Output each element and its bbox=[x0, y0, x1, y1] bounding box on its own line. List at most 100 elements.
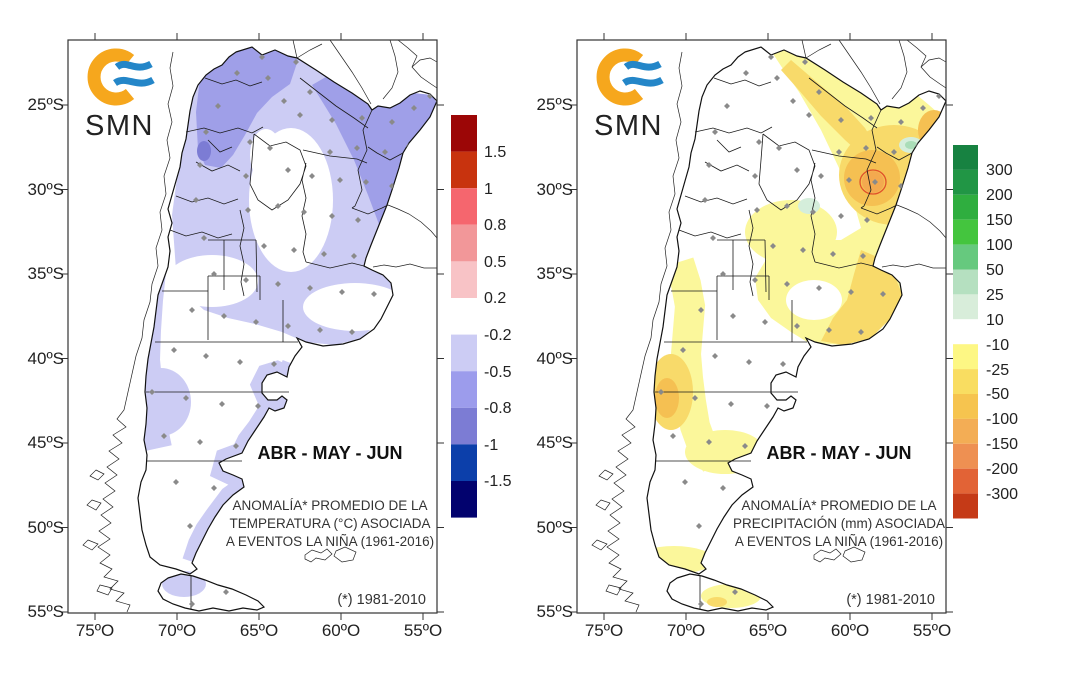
latitude-labels: 25ºS 30ºS 35ºS 40ºS 45ºS 50ºS 55ºS bbox=[537, 95, 573, 621]
precip-anomaly-regions bbox=[647, 47, 946, 608]
panel-precipitation: 25ºS 30ºS 35ºS 40ºS 45ºS 50ºS 55ºS 75ºO … bbox=[537, 32, 1018, 640]
temp-region-dark-spot bbox=[197, 141, 211, 161]
panel-temperature: 25ºS 30ºS 35ºS 40ºS 45ºS 50ºS 55ºS 75ºO … bbox=[28, 32, 512, 640]
caption-line: A EVENTOS LA NIÑA (1961-2016) bbox=[735, 534, 943, 549]
precip-neutral-hole bbox=[786, 280, 842, 320]
smn-logo-text: SMN bbox=[594, 110, 663, 142]
lon-label: 65ºO bbox=[240, 621, 278, 640]
precip-region-medium-band bbox=[781, 60, 877, 158]
longitude-labels: 75ºO 70ºO 65ºO 60ºO 55ºO bbox=[76, 621, 442, 640]
colorbar-segment bbox=[953, 468, 978, 494]
colorbar-tick-label: -100 bbox=[986, 411, 1018, 428]
colorbar-tick-label: -0.5 bbox=[484, 364, 512, 381]
precip-region-light-chubut bbox=[685, 430, 765, 474]
precip-region-light-cordoba bbox=[745, 200, 837, 264]
temp-neutral-hole bbox=[250, 129, 282, 181]
lat-label: 25ºS bbox=[28, 95, 64, 114]
colorbar-tick-label: 300 bbox=[986, 162, 1013, 179]
colorbar-tick-label: 0.8 bbox=[484, 217, 506, 234]
lon-label: 55ºO bbox=[913, 621, 951, 640]
temp-neutral-hole bbox=[303, 283, 407, 331]
colorbar-segment bbox=[451, 407, 477, 445]
map-caption: ANOMALÍA* PROMEDIO DE LA TEMPERATURA (°C… bbox=[226, 498, 434, 549]
colorbar-tick-label: -0.8 bbox=[484, 400, 512, 417]
smn-logo-circle bbox=[87, 48, 135, 106]
temp-anomaly-regions bbox=[138, 47, 437, 597]
smn-logo-wave-icon bbox=[114, 60, 153, 71]
colorbar-tick-label: -1 bbox=[484, 437, 498, 454]
colorbar-segment bbox=[451, 444, 477, 481]
colorbar-tick-label: 0.2 bbox=[484, 290, 506, 307]
precip-region-strong-misiones bbox=[918, 110, 946, 150]
lat-label: 50ºS bbox=[28, 518, 64, 537]
colorbar-segment bbox=[451, 224, 477, 262]
season-label: ABR - MAY - JUN bbox=[257, 443, 402, 463]
colorbar-segment bbox=[953, 493, 978, 519]
colorbar-tick-label: 25 bbox=[986, 287, 1004, 304]
longitude-labels: 75ºO 70ºO 65ºO 60ºO 55ºO bbox=[585, 621, 951, 640]
temp-neutral-hole bbox=[166, 255, 258, 307]
colorbar-tick-label: 50 bbox=[986, 262, 1004, 279]
colorbar-segment bbox=[451, 298, 477, 335]
colorbar-tick-label: 200 bbox=[986, 187, 1013, 204]
smn-logo: SMN bbox=[85, 48, 155, 142]
smn-logo-circle bbox=[596, 48, 644, 106]
precip-region-strong-wpatagonia bbox=[655, 378, 679, 418]
colorbar-tick-label: -150 bbox=[986, 436, 1018, 453]
temp-region-light-coast bbox=[182, 360, 304, 566]
colorbar-tick-label: 150 bbox=[986, 212, 1013, 229]
precip-region-green-santiago bbox=[798, 198, 820, 214]
colorbar-tick-label: -10 bbox=[986, 337, 1009, 354]
colorbar-segment bbox=[953, 244, 978, 270]
lat-label: 50ºS bbox=[537, 518, 573, 537]
colorbar-segment bbox=[451, 188, 477, 225]
smn-logo-wave-icon bbox=[623, 60, 662, 71]
colorbar-tick-label: -25 bbox=[986, 362, 1009, 379]
caption-line: ANOMALÍA* PROMEDIO DE LA bbox=[232, 498, 427, 513]
colorbar-tick-label: 100 bbox=[986, 237, 1013, 254]
colorbar-tick-label: 1.5 bbox=[484, 144, 506, 161]
smn-logo-wave-icon bbox=[113, 76, 155, 87]
colorbar-segment bbox=[953, 219, 978, 245]
caption-line: PRECIPITACIÓN (mm) ASOCIADA bbox=[733, 516, 945, 531]
smn-logo: SMN bbox=[594, 48, 664, 142]
lat-label: 40ºS bbox=[28, 349, 64, 368]
caption-line: A EVENTOS LA NIÑA (1961-2016) bbox=[226, 534, 434, 549]
colorbar-segment bbox=[953, 344, 978, 370]
lat-label: 35ºS bbox=[28, 264, 64, 283]
colorbar-segment bbox=[953, 394, 978, 419]
colorbar-tick-label: -1.5 bbox=[484, 473, 512, 490]
lat-label: 55ºS bbox=[537, 602, 573, 621]
lon-label: 70ºO bbox=[667, 621, 705, 640]
lat-label: 30ºS bbox=[537, 180, 573, 199]
lat-label: 55ºS bbox=[28, 602, 64, 621]
colorbar-segment bbox=[451, 115, 477, 152]
colorbar-segment bbox=[953, 418, 978, 444]
colorbar-segment bbox=[451, 481, 477, 518]
lat-label: 45ºS bbox=[537, 433, 573, 452]
colorbar-segment bbox=[953, 443, 978, 469]
colorbar-tick-label: 10 bbox=[986, 312, 1004, 329]
colorbar-tick-label: 1 bbox=[484, 181, 493, 198]
smn-logo-wave-icon bbox=[622, 76, 664, 87]
precip-region-medium-tdf bbox=[707, 597, 727, 607]
lat-label: 35ºS bbox=[537, 264, 573, 283]
lat-label: 30ºS bbox=[28, 180, 64, 199]
reference-period-note: (*) 1981-2010 bbox=[846, 592, 935, 608]
lon-label: 75ºO bbox=[76, 621, 114, 640]
colorbar-segment bbox=[451, 334, 477, 372]
colorbar-segment bbox=[953, 145, 978, 170]
temperature-colorbar: 1.5 1 0.8 0.5 0.2 -0.2 -0.5 -0.8 -1 -1.5 bbox=[451, 115, 512, 518]
temp-region-medium-nw bbox=[196, 47, 298, 168]
smn-logo-text: SMN bbox=[85, 110, 154, 142]
colorbar-tick-label: -50 bbox=[986, 386, 1009, 403]
season-label: ABR - MAY - JUN bbox=[766, 443, 911, 463]
colorbar-segment bbox=[451, 371, 477, 408]
latitude-labels: 25ºS 30ºS 35ºS 40ºS 45ºS 50ºS 55ºS bbox=[28, 95, 64, 621]
lon-label: 55ºO bbox=[404, 621, 442, 640]
caption-line: TEMPERATURA (°C) ASOCIADA bbox=[230, 516, 431, 531]
map-caption: ANOMALÍA* PROMEDIO DE LA PRECIPITACIÓN (… bbox=[733, 498, 945, 549]
lon-label: 70ºO bbox=[158, 621, 196, 640]
